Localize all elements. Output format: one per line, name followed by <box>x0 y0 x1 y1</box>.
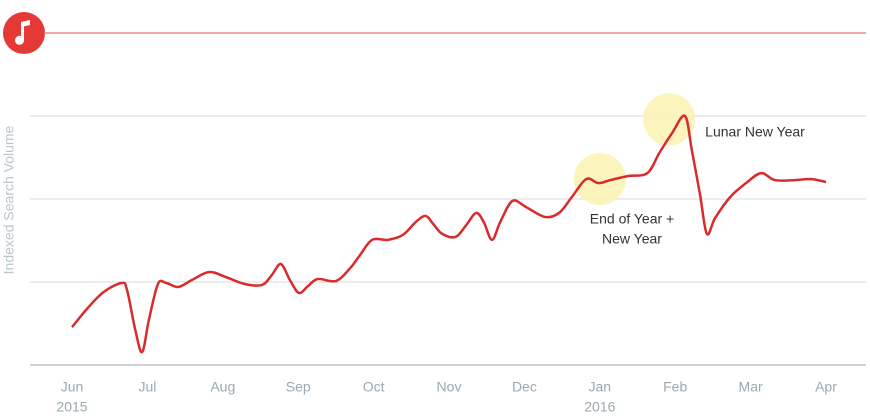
highlight <box>643 93 696 146</box>
highlight <box>573 153 626 206</box>
music-note <box>15 20 30 45</box>
y-axis-label: Indexed Search Volume <box>1 125 17 274</box>
line-series <box>71 114 827 354</box>
x-tick-sublabel: 2016 <box>584 399 615 415</box>
x-tick-label: Feb <box>663 379 687 395</box>
x-tick-label: Sep <box>286 379 311 395</box>
annotation: New Year <box>602 231 662 247</box>
annotation: End of Year + <box>590 211 674 227</box>
x-tick-label: Jun <box>61 379 84 395</box>
annotation: Lunar New Year <box>705 124 805 140</box>
x-tick-label: Dec <box>512 379 537 395</box>
x-tick-label: Nov <box>437 379 462 395</box>
x-tick-label: Mar <box>739 379 763 395</box>
x-tick-label: Oct <box>363 379 385 395</box>
x-tick-label: Aug <box>210 379 235 395</box>
x-tick-label: Jan <box>589 379 612 395</box>
x-tick-sublabel: 2015 <box>56 399 87 415</box>
x-tick-label: Jul <box>138 379 156 395</box>
x-tick-label: Apr <box>815 379 837 395</box>
